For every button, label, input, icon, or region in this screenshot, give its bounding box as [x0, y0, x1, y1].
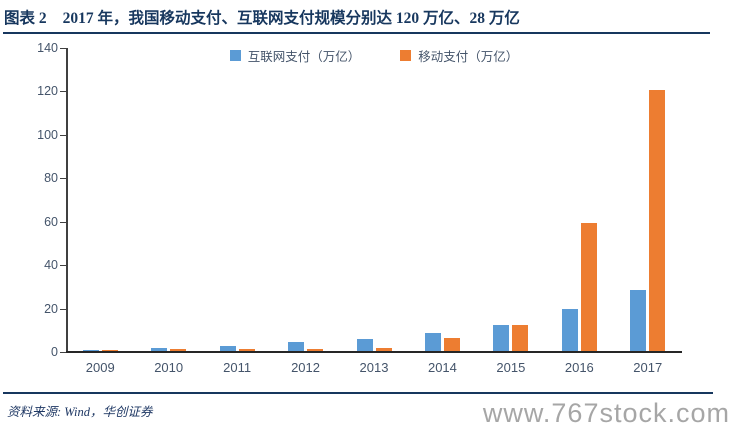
x-axis-label: 2012	[291, 360, 320, 375]
bar-internet-payment-2015	[493, 324, 510, 351]
y-axis-label: 80	[44, 171, 58, 186]
title-underline	[3, 32, 710, 34]
y-axis-label: 140	[37, 41, 58, 55]
y-axis-line	[66, 48, 68, 352]
y-axis-tick	[60, 48, 66, 49]
bar-mobile-payment-2017	[649, 90, 666, 351]
legend-label-mobile-payment: 移动支付（万亿）	[418, 50, 519, 64]
y-axis-label: 60	[44, 214, 58, 229]
y-axis-tick	[60, 308, 66, 310]
legend-item-internet-payment: 互联网支付（万亿）	[229, 46, 361, 65]
bar-mobile-payment-2015	[512, 324, 529, 351]
legend-label-internet-payment: 互联网支付（万亿）	[247, 50, 361, 64]
y-axis-tick	[60, 134, 66, 136]
bar-internet-payment-2017	[630, 290, 647, 351]
bar-internet-payment-2010	[151, 348, 168, 351]
bar-internet-payment-2014	[424, 332, 441, 351]
bar-internet-payment-2016	[561, 308, 578, 351]
bar-mobile-payment-2011	[238, 348, 255, 351]
bar-internet-payment-2009	[82, 349, 99, 351]
y-axis-label: 0	[51, 345, 58, 359]
x-axis-line	[66, 351, 682, 353]
figure-label: 图表 2	[4, 10, 47, 27]
bar-mobile-payment-2016	[580, 222, 597, 351]
x-axis-label: 2017	[633, 360, 663, 375]
legend-swatch-mobile-payment	[400, 50, 412, 61]
watermark: www.767stock.com	[482, 398, 730, 428]
x-axis-label: 2016	[564, 360, 594, 375]
bar-mobile-payment-2010	[170, 349, 187, 351]
x-axis-label: 2013	[359, 360, 389, 375]
bar-internet-payment-2013	[356, 339, 373, 351]
source-note: 资料来源: Wind，华创证券	[7, 405, 153, 419]
x-axis-label: 2011	[223, 360, 252, 375]
x-axis-label: 2010	[154, 360, 184, 375]
bar-mobile-payment-2009	[101, 349, 118, 351]
bar-internet-payment-2011	[219, 345, 236, 351]
x-axis-label: 2014	[427, 360, 457, 375]
bar-internet-payment-2012	[288, 342, 305, 351]
legend-swatch-internet-payment	[229, 50, 241, 61]
y-axis-tick	[60, 352, 66, 353]
bar-mobile-payment-2012	[307, 348, 324, 351]
y-axis-label: 20	[44, 301, 58, 316]
legend-item-mobile-payment: 移动支付（万亿）	[400, 46, 518, 65]
footer-divider	[3, 392, 713, 394]
y-axis-tick	[60, 91, 66, 93]
y-axis-label: 100	[37, 127, 58, 142]
bar-mobile-payment-2013	[375, 347, 392, 351]
x-axis-label: 2009	[85, 360, 115, 375]
y-axis-tick	[60, 178, 66, 180]
figure-title-text: 2017 年，我国移动支付、互联网支付规模分别达 120 万亿、28 万亿	[62, 10, 520, 27]
y-axis-label: 120	[37, 84, 58, 99]
chart-legend: 互联网支付（万亿） 移动支付（万亿）	[66, 46, 682, 65]
figure-title: 图表 2 2017 年，我国移动支付、互联网支付规模分别达 120 万亿、28 …	[4, 6, 724, 28]
y-axis-tick	[60, 265, 66, 267]
y-axis-tick	[60, 221, 66, 223]
x-axis-label: 2015	[496, 360, 526, 375]
bar-mobile-payment-2014	[443, 337, 460, 351]
y-axis-label: 40	[44, 258, 58, 273]
